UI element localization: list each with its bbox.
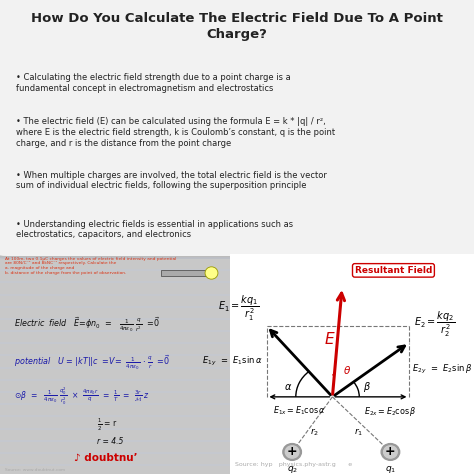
Text: $\alpha$: $\alpha$: [284, 382, 292, 392]
Text: • The electric field (E) can be calculated using the formula E = k * |q| / r²,
w: • The electric field (E) can be calculat…: [16, 117, 336, 147]
Text: $\frac{1}{2}$ = r: $\frac{1}{2}$ = r: [97, 417, 118, 433]
Text: $E_{1x} = E_1\cos\alpha$: $E_{1x} = E_1\cos\alpha$: [273, 405, 326, 417]
Circle shape: [283, 444, 301, 460]
Circle shape: [285, 446, 299, 458]
Circle shape: [205, 267, 218, 279]
Text: • When multiple charges are involved, the total electric field is the vector
sum: • When multiple charges are involved, th…: [16, 171, 327, 191]
Text: Source: www.doubtnut.com: Source: www.doubtnut.com: [5, 468, 65, 472]
Text: +: +: [385, 446, 396, 458]
Text: $E_2 = \dfrac{kq_2}{r_2^2}$: $E_2 = \dfrac{kq_2}{r_2^2}$: [414, 310, 456, 339]
Text: At 100m, two 0.1μC charges the values of electric field intensity and potential
: At 100m, two 0.1μC charges the values of…: [5, 257, 176, 275]
Text: $E_{2y}$  =  $E_2\sin\beta$: $E_{2y}$ = $E_2\sin\beta$: [412, 363, 472, 376]
Text: $E_{2x} = E_2\cos\beta$: $E_{2x} = E_2\cos\beta$: [364, 405, 417, 418]
Text: Electric  field   $\vec{E}$=$\phi$n$_0$  =   $\frac{1}{4\pi\varepsilon_0}$ $\fra: Electric field $\vec{E}$=$\phi$n$_0$ = $…: [14, 315, 160, 334]
FancyBboxPatch shape: [0, 0, 474, 257]
Text: +: +: [287, 446, 298, 458]
Text: $q_2$: $q_2$: [287, 464, 298, 474]
Circle shape: [383, 446, 397, 458]
Bar: [161, 270, 207, 275]
Text: Source: hyp physics.phy-astr.g  e: Source: hyp physics.phy-astr.g e: [235, 463, 352, 467]
Text: $E_1 = \dfrac{kq_1}{r_1^2}$: $E_1 = \dfrac{kq_1}{r_1^2}$: [218, 293, 259, 323]
Text: $\odot\beta$  =   $\frac{1}{4\pi\varepsilon_0}$ $\frac{q_0^2}{r_0^2}$  $\times$ : $\odot\beta$ = $\frac{1}{4\pi\varepsilon…: [14, 386, 150, 408]
Text: $q_1$: $q_1$: [385, 464, 396, 474]
Text: $r_1$: $r_1$: [355, 427, 364, 438]
Text: ♪ doubtnu’: ♪ doubtnu’: [73, 453, 137, 463]
Text: $\theta$: $\theta$: [343, 365, 351, 376]
Text: $r_2$: $r_2$: [310, 427, 319, 438]
Text: $E$: $E$: [325, 331, 336, 347]
Text: How Do You Calculate The Electric Field Due To A Point
Charge?: How Do You Calculate The Electric Field …: [31, 12, 443, 41]
Text: Resultant Field: Resultant Field: [355, 266, 432, 275]
Text: • Calculating the electric field strength due to a point charge is a
fundamental: • Calculating the electric field strengt…: [16, 73, 291, 93]
Text: $\beta$: $\beta$: [363, 380, 371, 394]
Circle shape: [381, 444, 400, 460]
Text: $E_{1y}$  =  $E_1\sin\alpha$: $E_{1y}$ = $E_1\sin\alpha$: [202, 355, 263, 368]
Text: r = 4.5: r = 4.5: [97, 437, 123, 446]
Text: potential   U = |kT||c  =V=  $\frac{1}{4\pi\varepsilon_0}$ $\cdot$ $\frac{q}{r}$: potential U = |kT||c =V= $\frac{1}{4\pi\…: [14, 353, 170, 372]
Text: • Understanding electric fields is essential in applications such as
electrostat: • Understanding electric fields is essen…: [16, 219, 293, 239]
